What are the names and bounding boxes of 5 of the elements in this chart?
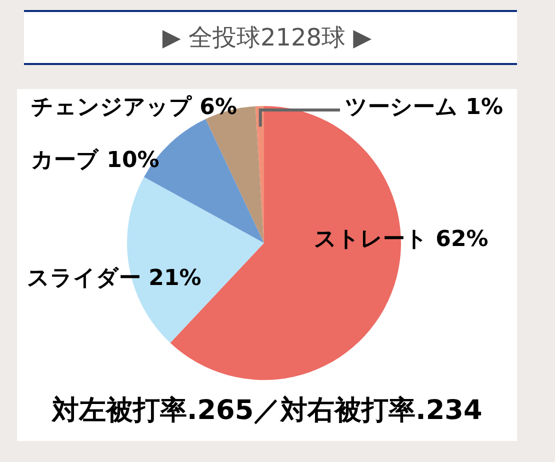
text: 対左被打率.265／対右被打率.234 bbox=[51, 395, 482, 426]
slice-label: スライダー 21% bbox=[27, 266, 202, 291]
slice-label: チェンジアップ 6% bbox=[31, 95, 238, 120]
chart-title: ▶ 全投球2128球 ▶ bbox=[162, 23, 372, 52]
slice-label: ツーシーム 1% bbox=[345, 95, 504, 120]
